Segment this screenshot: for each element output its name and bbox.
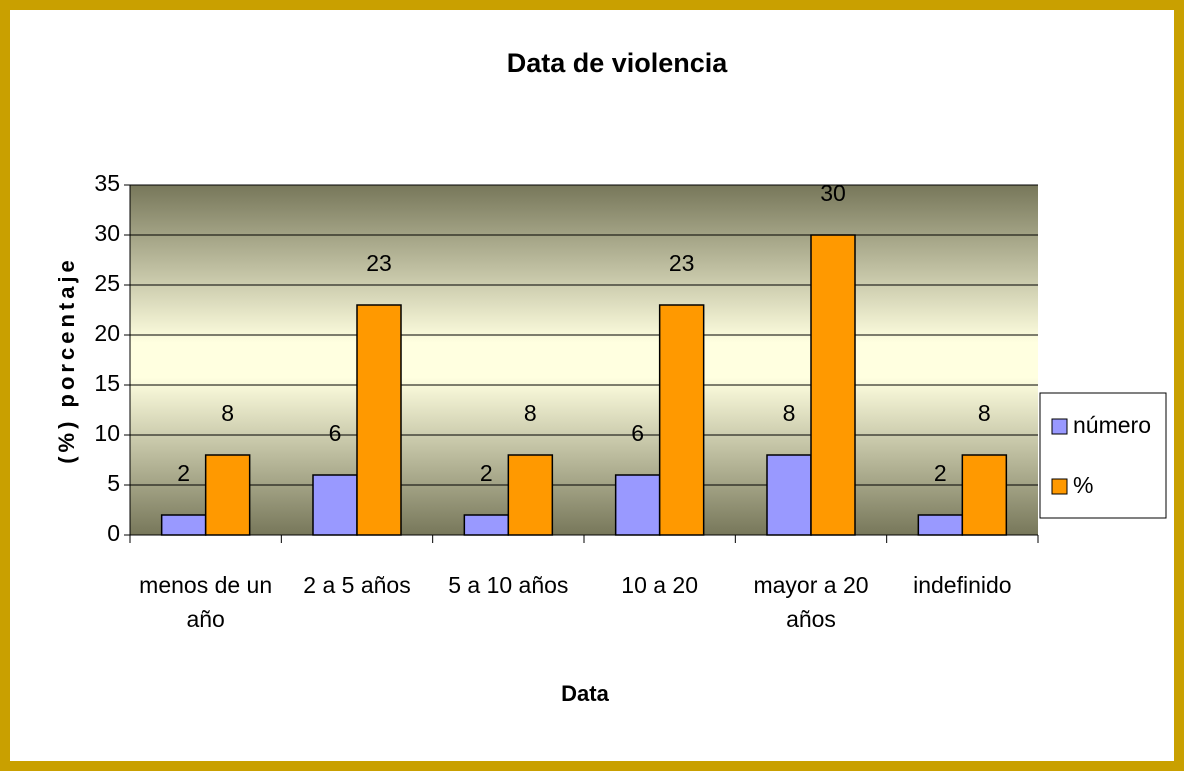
x-tick-label: 10 a 20	[621, 572, 699, 598]
y-tick-label: 15	[94, 370, 120, 396]
bar	[917, 514, 964, 536]
x-tick-label: menos de un año	[139, 572, 273, 632]
data-label: 30	[820, 180, 846, 206]
bar	[160, 514, 207, 536]
bar	[204, 454, 251, 536]
y-tick-label: 10	[94, 420, 120, 446]
legend-label: %	[1073, 472, 1093, 498]
legend-swatch	[1051, 478, 1068, 495]
bar	[810, 234, 856, 536]
legend-label: número	[1073, 412, 1151, 438]
data-label: 8	[783, 400, 796, 426]
data-label: 2	[934, 460, 947, 486]
data-label: 2	[177, 460, 190, 486]
bar	[312, 474, 358, 536]
legend	[1039, 392, 1167, 519]
x-tick-label: 2 a 5 años	[303, 572, 411, 598]
y-tick-label: 35	[94, 170, 120, 196]
y-tick-label: 20	[94, 320, 120, 346]
chart-title: Data de violencia	[507, 48, 729, 78]
bar	[463, 514, 510, 536]
y-tick-label: 0	[107, 520, 120, 546]
bar	[614, 474, 661, 536]
data-label: 23	[366, 250, 392, 276]
y-tick-label: 5	[107, 470, 120, 496]
bar	[356, 304, 402, 536]
y-axis-label: (%) porcentaje	[54, 256, 79, 464]
data-label: 6	[329, 420, 342, 446]
y-tick-label: 25	[94, 270, 120, 296]
x-tick-label: mayor a 20 años	[753, 572, 869, 632]
x-tick-label: 5 a 10 años	[448, 572, 569, 598]
bar	[658, 304, 705, 536]
bar	[507, 454, 554, 536]
data-label: 8	[524, 400, 537, 426]
data-label: 6	[631, 420, 644, 446]
bar	[961, 454, 1008, 536]
data-label: 2	[480, 460, 493, 486]
data-label: 23	[669, 250, 695, 276]
x-tick-label: indefinido	[913, 572, 1012, 598]
plot-area	[130, 185, 1038, 535]
y-tick-label: 30	[94, 220, 120, 246]
bar	[766, 454, 812, 536]
legend-swatch	[1051, 418, 1068, 435]
x-axis-label: Data	[561, 681, 609, 706]
data-label: 8	[978, 400, 991, 426]
data-label: 8	[221, 400, 234, 426]
